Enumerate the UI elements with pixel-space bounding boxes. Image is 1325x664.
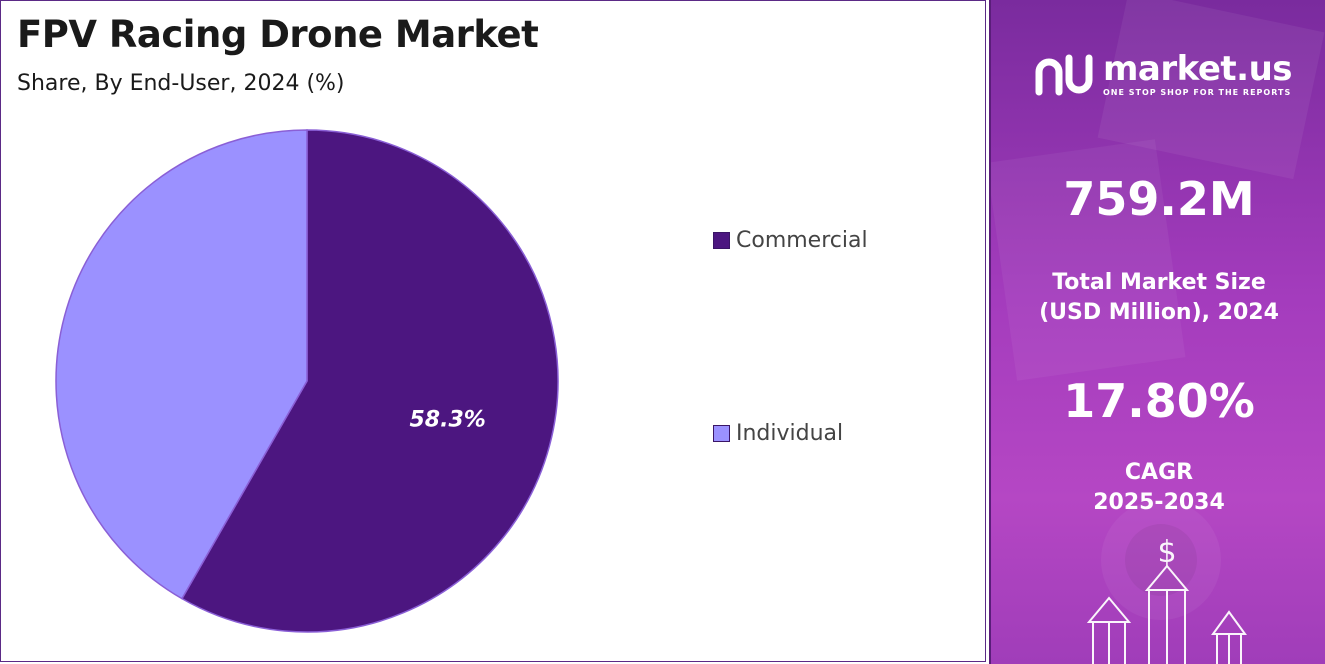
- legend-swatch-individual: [713, 425, 730, 442]
- pie-slice-commercial: [180, 129, 559, 633]
- market-us-logo-icon: [1035, 54, 1093, 96]
- market-size-label-line1: Total Market Size: [1052, 270, 1266, 295]
- brand-logo: market.us ONE STOP SHOP FOR THE REPORTS: [1033, 48, 1293, 98]
- chart-subtitle: Share, By End-User, 2024 (%): [17, 71, 345, 96]
- cagr-label-line1: CAGR: [1124, 460, 1194, 485]
- market-size-label-line2: (USD Million), 2024: [1039, 300, 1279, 325]
- brand-name: market.us: [1103, 48, 1293, 89]
- pie-chart: 58.3%: [55, 129, 559, 633]
- dollar-growth-arrows-icon: $: [1086, 535, 1247, 664]
- background-decor: $: [991, 0, 1325, 664]
- legend-item-commercial: Commercial: [713, 228, 868, 253]
- chart-title: FPV Racing Drone Market: [17, 13, 539, 56]
- legend-label-individual: Individual: [736, 421, 844, 446]
- chart-panel: FPV Racing Drone Market Share, By End-Us…: [0, 0, 986, 662]
- legend-label-commercial: Commercial: [736, 228, 868, 253]
- cagr-label-line2: 2025-2034: [1093, 490, 1225, 515]
- svg-text:$: $: [1157, 535, 1176, 570]
- cagr-value: 17.80%: [1063, 374, 1255, 428]
- pie-slice-individual: [55, 129, 308, 600]
- market-summary-panel: $ market.us ONE STOP SHOP FOR THE REPORT…: [989, 0, 1325, 664]
- market-size-value: 759.2M: [1063, 172, 1255, 226]
- legend-item-individual: Individual: [713, 421, 843, 446]
- legend-swatch-commercial: [713, 232, 730, 249]
- data-label-commercial: 58.3%: [409, 408, 485, 433]
- brand-tagline: ONE STOP SHOP FOR THE REPORTS: [1103, 87, 1292, 97]
